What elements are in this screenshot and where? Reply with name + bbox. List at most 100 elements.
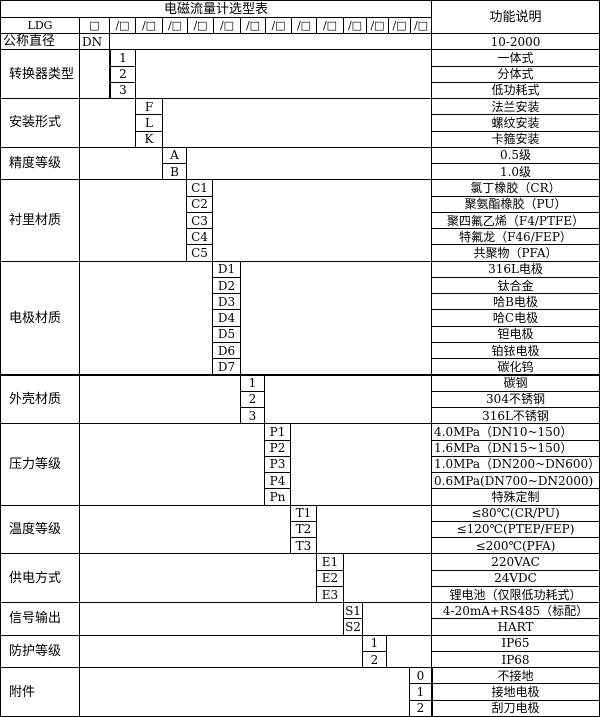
blank-cell <box>316 504 432 555</box>
option-code: 1 <box>240 374 265 392</box>
blank-cell <box>162 98 432 148</box>
option-description: HART <box>431 618 600 636</box>
option-description: 法兰安装 <box>431 98 600 116</box>
option-description: 螺纹安装 <box>431 114 600 132</box>
option-description: 低功耗式 <box>431 81 600 100</box>
blank-cell <box>79 49 110 100</box>
option-code: P1 <box>264 423 291 441</box>
option-description: 304不锈钢 <box>431 390 600 408</box>
option-code: S2 <box>343 618 363 636</box>
option-code: D7 <box>212 358 241 376</box>
blank-cell <box>79 602 344 636</box>
option-code: E1 <box>316 553 344 571</box>
option-description: 碳化钨 <box>431 358 600 376</box>
blank-cell <box>186 146 432 181</box>
option-description: 0.6MPa(DN700~DN2000) <box>431 472 600 490</box>
option-code: T1 <box>290 504 317 522</box>
option-description: 特氟龙（F46/FEP） <box>431 228 600 246</box>
group-label: 温度等级 <box>0 504 80 555</box>
option-code: F <box>135 98 163 116</box>
nominal-diameter-label: 公称直径 <box>0 33 80 51</box>
option-code: T3 <box>290 537 317 555</box>
blank-cell <box>79 634 363 669</box>
blank-cell <box>290 423 432 506</box>
group-label: 安装形式 <box>0 98 80 148</box>
option-description: 4.0MPa（DN10~150） <box>431 423 600 441</box>
option-description: 1.0级 <box>431 163 600 181</box>
option-description: 聚四氟乙烯（F4/PTFE） <box>431 211 600 230</box>
option-description: 1.0MPa（DN200~DN600） <box>431 455 600 474</box>
option-description: 卡箍安装 <box>431 130 600 148</box>
option-description: 220VAC <box>431 553 600 571</box>
group-label: 转换器类型 <box>0 49 80 100</box>
option-description: 碳钢 <box>431 374 600 392</box>
option-description: 钽电极 <box>431 325 600 343</box>
option-code: 2 <box>240 390 265 408</box>
blank-cell <box>386 634 432 669</box>
nominal-diameter-code: DN <box>79 33 110 51</box>
blank-cell <box>79 179 187 262</box>
option-description: ≤200℃(PFA) <box>431 537 600 555</box>
model-slot: /□ <box>265 17 292 34</box>
option-code: C4 <box>186 228 213 246</box>
blank-cell <box>135 49 432 100</box>
option-code: B <box>162 163 187 181</box>
option-code: D3 <box>212 293 241 311</box>
blank-cell <box>79 98 136 148</box>
model-slot: /□ <box>213 17 241 34</box>
option-code: E2 <box>316 569 344 587</box>
option-description: 特殊定制 <box>431 488 600 506</box>
option-code: T2 <box>290 520 317 539</box>
option-code: S1 <box>343 602 363 620</box>
model-slot: □ <box>79 17 110 34</box>
option-description: IP65 <box>431 634 600 652</box>
blank-cell <box>343 553 432 604</box>
blank-cell <box>212 179 432 262</box>
blank-cell <box>79 260 213 376</box>
group-label: 外壳材质 <box>0 374 80 425</box>
option-description: IP68 <box>431 650 600 669</box>
option-description: ≤80℃(CR/PU) <box>431 504 600 522</box>
group-label: 压力等级 <box>0 423 80 506</box>
model-slot: /□ <box>343 17 367 34</box>
option-code: A <box>162 146 187 165</box>
blank-cell <box>240 260 432 376</box>
option-description: 24VDC <box>431 569 600 587</box>
option-description: 共聚物（PFA） <box>431 244 600 262</box>
option-description: 铂铱电极 <box>431 341 600 360</box>
option-description: 一体式 <box>431 49 600 67</box>
option-code: E3 <box>316 585 344 604</box>
option-code: 1 <box>409 683 432 701</box>
blank-cell <box>264 374 432 425</box>
blank-cell <box>79 504 291 555</box>
model-slot: /□ <box>109 17 136 34</box>
option-description: 氯丁橡胶（CR） <box>431 179 600 197</box>
model-slot: /□ <box>366 17 389 34</box>
blank-cell <box>79 667 410 717</box>
group-label: 防护等级 <box>0 634 80 669</box>
option-description: 4-20mA+RS485（标配） <box>431 602 600 620</box>
group-label: 衬里材质 <box>0 179 80 262</box>
option-code: P3 <box>264 455 291 474</box>
option-code: C1 <box>186 179 213 197</box>
option-code: 3 <box>240 407 265 425</box>
model-slot: /□ <box>187 17 214 34</box>
option-description: 刮刀电极 <box>431 699 600 717</box>
option-description: 哈B电极 <box>431 293 600 311</box>
blank-cell <box>79 423 265 506</box>
option-description: ≤120℃(PTEP/FEP) <box>431 520 600 539</box>
option-code: D1 <box>212 260 241 278</box>
option-code: 1 <box>110 49 136 67</box>
option-code: 3 <box>110 81 136 100</box>
option-code: P2 <box>264 439 291 457</box>
function-header: 功能说明 <box>431 0 600 34</box>
model-slot: /□ <box>291 17 317 34</box>
option-code: C5 <box>186 244 213 262</box>
blank-cell <box>109 33 432 51</box>
option-description: 0.5级 <box>431 146 600 165</box>
option-code: 1 <box>362 634 387 652</box>
model-slot: /□ <box>240 17 266 34</box>
option-code: D2 <box>212 276 241 295</box>
option-code: C3 <box>186 211 213 230</box>
option-code: C2 <box>186 195 213 213</box>
